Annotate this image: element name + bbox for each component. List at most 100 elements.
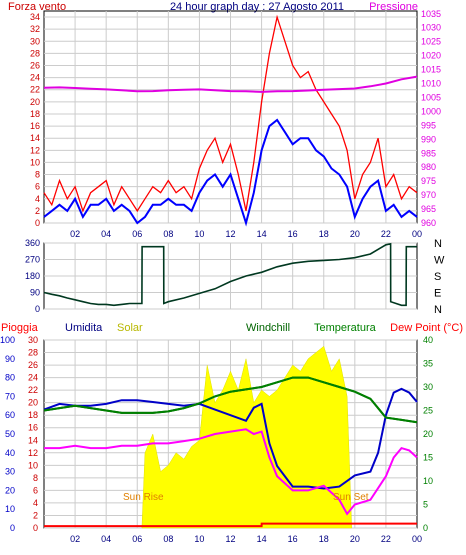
direction-series-line [43,242,417,307]
rain-y-tick-label: 14 [28,435,38,445]
temp-y-tick-label: 0 [423,523,428,533]
sun-rise-label: Sun Rise [123,492,164,503]
wind-panel-x-tick-label: 06 [132,229,142,239]
humidity-y-tick-label: 10 [5,504,15,514]
temp-panel-x-tick-label: 02 [70,534,80,544]
series-layer [43,14,418,529]
temperature-series-line [43,376,418,424]
rain-y-tick-label: 18 [28,410,38,420]
wind-panel-x-tick-label: 10 [194,229,204,239]
wind-y-tick-label: 20 [30,97,40,107]
rain-y-tick-label: 0 [33,523,38,533]
wind-y-tick-label: 22 [30,85,40,95]
temp-panel-x-tick-label: 04 [101,534,111,544]
rain-y-tick-label: 2 [33,510,38,520]
humidity-y-tick-label: 100 [0,335,15,345]
wind-y-tick-label: 8 [35,170,40,180]
wind-panel-x-tick-label: 22 [381,229,391,239]
rain-y-tick-label: 12 [28,448,38,458]
wind-y-tick-label: 32 [30,24,40,34]
rain-y-tick-label: 20 [28,398,38,408]
pressure-y-tick-label: 1010 [421,79,441,89]
wind-axis-title: Forza vento [8,1,66,13]
humidity-y-tick-label: 20 [5,485,15,495]
direction-y-tick-label: 180 [25,271,40,281]
wind-y-tick-label: 18 [30,109,40,119]
pressure-y-tick-label: 1005 [421,92,441,102]
solar-area [141,345,352,529]
pressure-axis-title: Pressione [369,1,418,13]
direction-y-tick-label: 360 [25,238,40,248]
rain-y-tick-label: 4 [33,498,38,508]
temp-y-tick-label: 15 [423,453,433,463]
wind-panel-x-tick-label: 16 [288,229,298,239]
temp-panel-x-tick-label: 16 [288,534,298,544]
temp-panel-x-tick-label: 22 [381,534,391,544]
wind-y-tick-label: 0 [35,218,40,228]
rain-y-tick-label: 24 [28,373,38,383]
pressure-y-tick-label: 980 [421,162,436,172]
wind-y-tick-label: 10 [30,157,40,167]
temperature-legend-label: Temperatura [314,322,377,334]
humidity-y-tick-label: 0 [10,523,15,533]
pressure-y-tick-label: 965 [421,204,436,214]
compass-label: N [434,304,442,316]
temp-y-tick-label: 5 [423,500,428,510]
humidity-y-tick-label: 60 [5,410,15,420]
compass-label: S [434,271,441,283]
rain-series-line [44,522,417,528]
compass-label: E [434,288,441,300]
rain-y-tick-label: 6 [33,485,38,495]
wind-panel-x-tick-label: 12 [225,229,235,239]
wind_avg-series-line [43,118,418,227]
temp-panel-x-tick-label: 10 [194,534,204,544]
wind-panel-x-tick-label: 08 [163,229,173,239]
pressure-y-tick-label: 1020 [421,51,441,61]
pressure-y-tick-label: 970 [421,190,436,200]
pressure-y-tick-label: 1030 [421,23,441,33]
wind-y-tick-label: 6 [35,182,40,192]
pressure-y-tick-label: 960 [421,218,436,228]
pressure-series-line [43,75,418,93]
wind-series-line [43,14,418,213]
compass-label: N [434,238,442,250]
tick-labels-layer: 0246810121416182022242628303234960965970… [0,9,445,544]
wind-panel-x-tick-label: 14 [257,229,267,239]
temp-panel-x-tick-label: 18 [319,534,329,544]
wind-panel-x-tick-label: 02 [70,229,80,239]
pressure-y-tick-label: 1015 [421,65,441,75]
pressure-y-tick-label: 990 [421,134,436,144]
wind-y-tick-label: 4 [35,194,40,204]
sun-set-label: Sun Set [333,492,369,503]
compass-label: W [434,255,445,267]
direction-y-tick-label: 90 [30,288,40,298]
rain-y-tick-label: 30 [28,335,38,345]
humidity-axis-title: Umidita [65,322,103,334]
rain-axis-title: Pioggia [1,322,39,334]
windchill-legend-label: Windchill [246,322,290,334]
temp-y-tick-label: 40 [423,335,433,345]
pressure-y-tick-label: 1025 [421,37,441,47]
humidity-y-tick-label: 90 [5,354,15,364]
rain-y-tick-label: 26 [28,360,38,370]
temp-panel-x-tick-label: 12 [225,534,235,544]
direction-y-tick-label: 270 [25,255,40,265]
humidity-y-tick-label: 30 [5,467,15,477]
rain-y-tick-label: 10 [28,460,38,470]
chart-title: 24 hour graph day : 27 Agosto 2011 [170,1,344,13]
temp-panel-x-tick-label: 06 [132,534,142,544]
pressure-y-tick-label: 995 [421,120,436,130]
humidity-series-line [43,387,418,490]
temp-y-tick-label: 35 [423,359,433,369]
humidity-y-tick-label: 70 [5,391,15,401]
temp-y-tick-label: 10 [423,476,433,486]
temp-panel-x-tick-label: 20 [350,534,360,544]
wind-panel-x-tick-label: 04 [101,229,111,239]
rain-y-tick-label: 8 [33,473,38,483]
temp-panel-x-tick-label: 14 [257,534,267,544]
temp-y-tick-label: 20 [423,429,433,439]
wind-y-tick-label: 30 [30,36,40,46]
wind-y-tick-label: 2 [35,206,40,216]
dewpoint-series-line [44,428,418,516]
